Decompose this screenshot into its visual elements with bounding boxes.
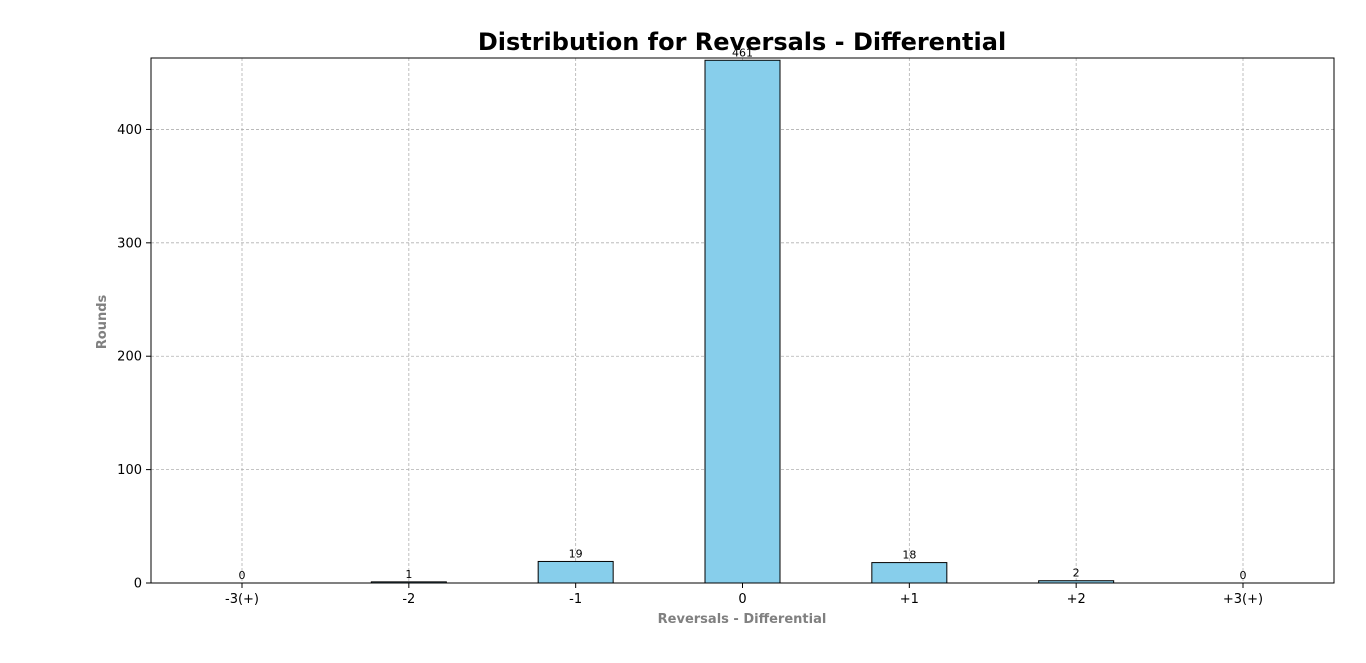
x-axis-label: Reversals - Differential (658, 612, 827, 627)
y-tick-label: 400 (117, 123, 142, 138)
bar--1 (537, 560, 614, 584)
y-tick-label: 100 (117, 463, 142, 478)
x-tick-label: +1 (900, 592, 919, 607)
data-labels: 0 1 19 461 18 2 0 (239, 46, 1247, 582)
data-label: 18 (902, 549, 916, 562)
chart-title: Distribution for Reversals - Differentia… (478, 28, 1006, 56)
data-label: 19 (569, 547, 583, 560)
data-label: 2 (1073, 567, 1080, 580)
x-tick-label: 0 (738, 592, 746, 607)
y-tick-label: 0 (134, 577, 142, 592)
y-tick-label: 300 (117, 236, 142, 251)
x-tick-label: -2 (402, 592, 415, 607)
bar-+1 (871, 562, 948, 584)
data-label: 461 (732, 46, 753, 59)
data-label: 0 (239, 569, 246, 582)
x-tick-label: +3(+) (1223, 592, 1263, 607)
data-label: 0 (1240, 569, 1247, 582)
bar-0 (704, 59, 781, 584)
x-tick-label: -3(+) (225, 592, 259, 607)
y-axis-label: Rounds (95, 294, 110, 349)
data-label: 1 (405, 568, 412, 581)
x-tick-label: -1 (569, 592, 582, 607)
bars (370, 59, 1115, 584)
x-tick-label: +2 (1067, 592, 1086, 607)
y-tick-label: 200 (117, 350, 142, 365)
